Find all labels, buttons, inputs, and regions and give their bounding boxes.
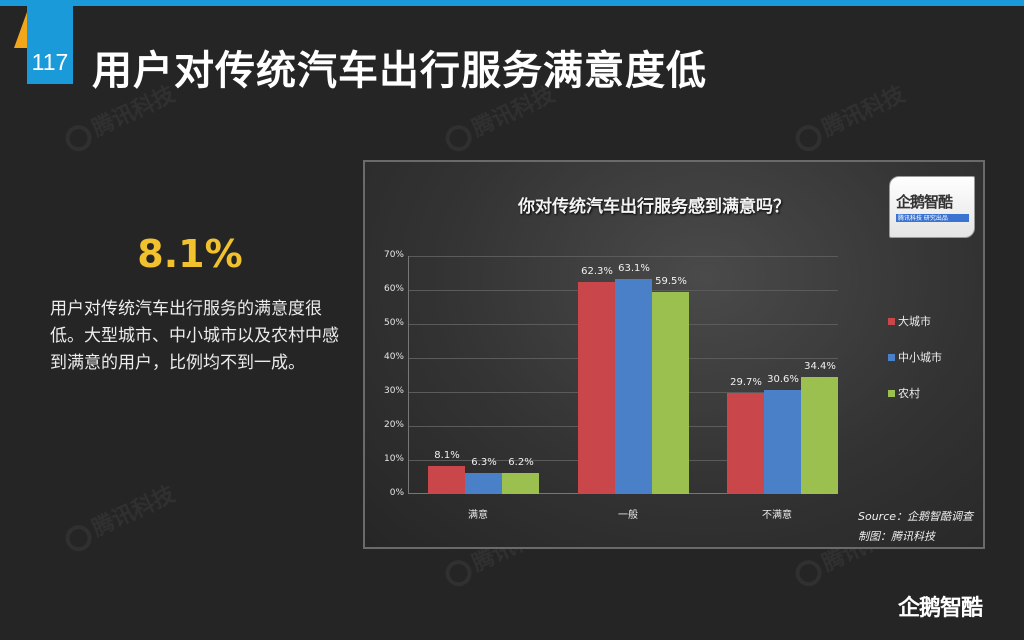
bar: [578, 282, 615, 494]
credit-text: 制图：腾讯科技: [858, 530, 935, 543]
brand-subtitle-bar: [896, 214, 969, 222]
y-tick-label: 70%: [383, 250, 404, 260]
gridline: [408, 256, 838, 257]
footer-brand-logo: 企鹅智酷: [898, 596, 983, 621]
y-tick-label: 60%: [383, 284, 404, 294]
summary-description: 用户对传统汽车出行服务的满意度很低。大型城市、中小城市以及农村中感到满意的用户，…: [50, 299, 339, 373]
bar-chart: 你对传统汽车出行服务感到满意吗？ 企鹅智酷 腾讯科技 研究出品 70% 60% …: [363, 160, 985, 549]
legend-item: 中小城市: [888, 348, 942, 366]
chart-title: 你对传统汽车出行服务感到满意吗？: [518, 197, 790, 217]
key-stat: 8.1%: [137, 232, 243, 276]
bar: [615, 279, 652, 494]
bar: [465, 472, 502, 494]
y-tick-label: 20%: [383, 420, 404, 430]
bar-value-label: 6.2%: [508, 456, 534, 468]
chart-legend: 大城市 中小城市 农村: [888, 312, 942, 420]
bar-value-label: 59.5%: [655, 275, 687, 287]
page-number-badge: 117: [27, 6, 73, 84]
legend-label: 大城市: [898, 315, 931, 328]
plot-area: 70% 60% 50% 40% 30% 20% 10% 0% 8.1% 6.3% 6…: [384, 250, 838, 521]
bar-value-label: 6.3%: [471, 456, 497, 468]
x-category-label: 一般: [618, 510, 638, 521]
legend-swatch-green: [888, 389, 895, 397]
watermark: 腾讯科技: [59, 477, 179, 556]
legend-item: 大城市: [888, 312, 942, 330]
top-accent-bar: [0, 0, 1024, 6]
bar-value-label: 29.7%: [730, 377, 762, 389]
watermark-logo-icon: [61, 520, 96, 556]
legend-item: 农村: [888, 384, 942, 402]
watermark-logo-icon: [441, 120, 476, 156]
y-tick-label: 30%: [383, 386, 404, 396]
bar-value-label: 34.4%: [804, 361, 836, 373]
bar: [652, 291, 689, 494]
bar: [801, 377, 838, 494]
y-tick-label: 40%: [383, 352, 404, 362]
bar-value-label: 63.1%: [618, 263, 650, 275]
y-tick-label: 0%: [389, 488, 404, 498]
watermark-logo-icon: [441, 555, 476, 591]
legend-label: 中小城市: [898, 351, 942, 364]
brand-badge: 企鹅智酷 腾讯科技 研究出品: [889, 176, 975, 238]
legend-swatch-blue: [888, 353, 895, 361]
source-text: Source：企鹅智酷调查: [858, 510, 974, 523]
legend-label: 农村: [898, 387, 920, 400]
bar: [727, 393, 764, 494]
chart-source: Source：企鹅智酷调查 制图：腾讯科技: [858, 507, 973, 547]
bar: [428, 466, 465, 494]
watermark-logo-icon: [61, 120, 96, 156]
y-tick-label: 50%: [383, 318, 404, 328]
brand-subtitle: 腾讯科技 研究出品: [898, 215, 948, 222]
watermark-logo-icon: [791, 555, 826, 591]
watermark-logo-icon: [791, 120, 826, 156]
brand-name: 企鹅智酷: [896, 193, 953, 211]
watermark: 腾讯科技: [789, 77, 909, 156]
slide-title: 用户对传统汽车出行服务满意度低: [92, 48, 707, 94]
legend-swatch-red: [888, 317, 895, 325]
x-category-label: 满意: [468, 510, 488, 521]
decorative-triangle: [14, 12, 27, 48]
bar-value-label: 8.1%: [434, 450, 460, 462]
x-category-label: 不满意: [762, 510, 792, 521]
bar: [764, 389, 801, 494]
bar-value-label: 62.3%: [581, 266, 613, 278]
y-tick-label: 10%: [383, 454, 404, 464]
bar: [502, 472, 539, 494]
bar-value-label: 30.6%: [767, 373, 799, 385]
y-axis: [408, 256, 409, 494]
